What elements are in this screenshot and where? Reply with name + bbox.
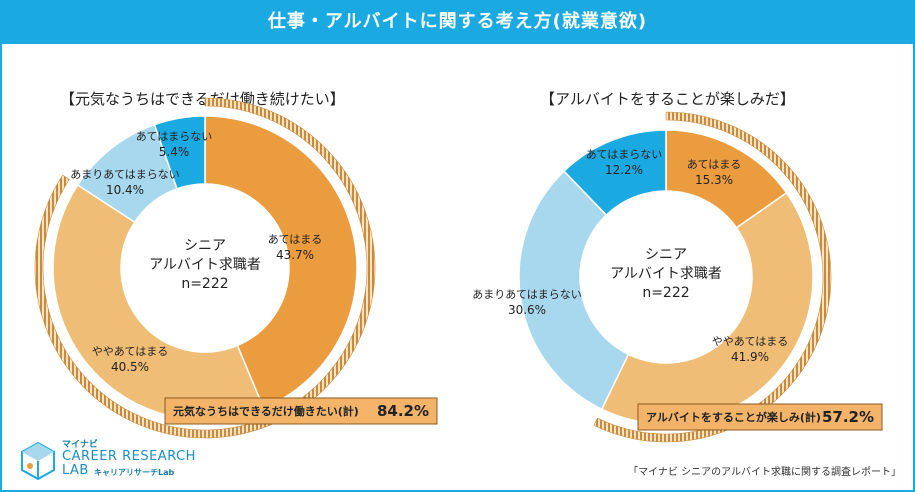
slice-label: あてはまる [268,233,323,246]
slice-label: あてはまらない [136,130,213,143]
slice-label: あてはまらない [586,148,663,161]
logo-main-text: CAREER RESEARCH LAB [62,450,196,478]
center-label: シニア [645,247,687,263]
total-hatch-arc [34,97,376,439]
slice-label: あまりあてはまらない [472,288,582,301]
slice-label: あまりあてはまらない [70,168,180,181]
slice-value-label: 30.6% [508,303,546,317]
center-label: n=222 [181,276,228,292]
pie-slice [204,115,358,410]
slice-value-label: 10.4% [106,183,144,197]
slice-value-label: 5.4% [159,145,190,159]
donut-right: あてはまる 15.3% ややあてはまる 41.9% あまりあてはまらない 30.6% あては… [472,111,883,443]
donut-left: あてはまる 43.7% ややあてはまる 40.5% あまりあてはまらない 10.4% あては… [34,97,438,439]
slice-value-label: 41.9% [731,350,769,364]
chart-title-left: 【元気なうちはできるだけ働き続けたい】 [60,90,345,108]
total-value: 84.2% [377,402,429,420]
slice-label: あてはまる [687,158,742,171]
page-title: 仕事・アルバイトに関する考え方(就業意欲) [0,0,915,44]
chart-title-right: 【アルバイトをすることが楽しみだ】 [540,90,795,108]
center-label: n=222 [642,285,689,301]
pie-slice [600,191,814,425]
total-label: 元気なうちはできるだけ働きたい(計) [173,404,359,418]
slice-value-label: 40.5% [111,360,149,374]
career-research-lab-logo-icon [21,441,55,480]
slice-value-label: 15.3% [695,173,733,187]
total-value: 57.2% [822,408,874,426]
pie-slice [518,170,630,411]
center-label: アルバイト求職者 [149,257,261,273]
total-callout-box [164,397,438,425]
total-callout-box [637,403,883,431]
total-hatch-arc [593,111,832,443]
slice-label: ややあてはまる [92,345,169,358]
center-label: シニア [184,238,226,254]
slice-value-label: 12.2% [605,163,643,177]
source-note: 「マイナビ シニアのアルバイト求職に関する調査レポート」 [628,467,901,478]
logo-small-text: マイナビ [62,440,98,450]
logo-line2: LAB [62,463,89,478]
logo-line1: CAREER RESEARCH [62,449,196,464]
center-label: アルバイト求職者 [610,266,722,282]
logo-sub-text: キャリアリサーチLab [94,468,175,477]
total-label: アルバイトをすることが楽しみ(計) [646,410,821,424]
pie-slice [562,129,667,217]
slice-value-label: 43.7% [276,248,314,262]
slice-label: ややあてはまる [712,335,789,348]
pie-slice [52,183,265,421]
pie-slice [153,115,206,190]
